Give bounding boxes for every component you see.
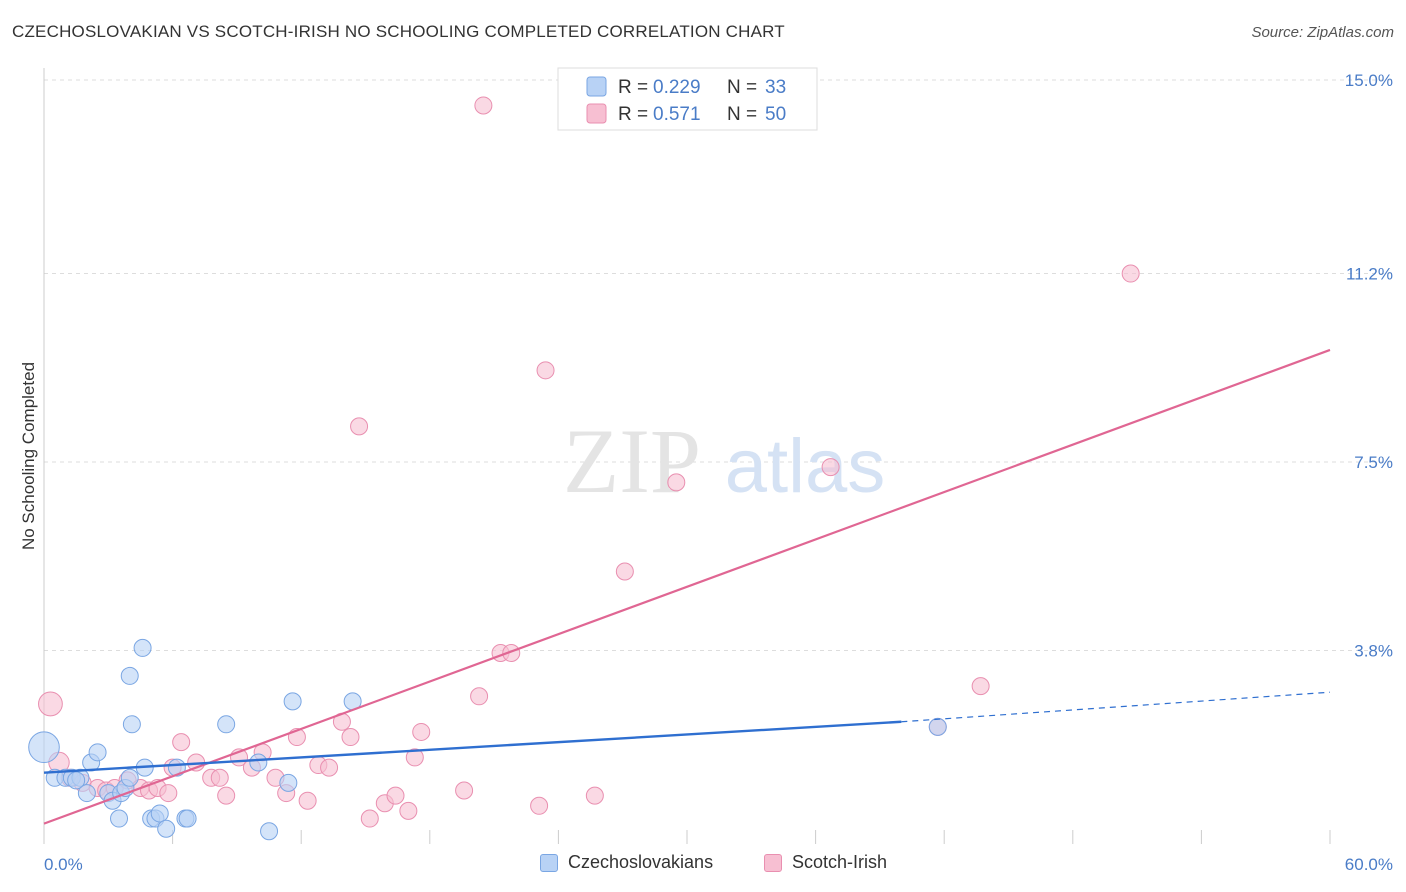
czechoslovakian-point: [260, 822, 279, 841]
y-tick-label: 3.8%: [1354, 641, 1393, 660]
czechoslovakian-point: [110, 809, 129, 828]
legend-label-czechoslovakians: Czechoslovakians: [568, 852, 714, 872]
legend-r-label: R =: [618, 77, 648, 98]
czechoslovakian-trend-extension: [901, 691, 1331, 723]
watermark-zip: ZIP: [563, 410, 701, 512]
y-axis-label: No Schooling Completed: [19, 362, 38, 550]
scotch-irish-point: [1121, 264, 1140, 283]
scotch-irish-point: [386, 786, 405, 805]
scotch-irish-point: [298, 791, 317, 810]
legend-n-label: N =: [727, 77, 757, 98]
czechoslovakian-point: [928, 717, 947, 736]
scotch-irish-point: [455, 781, 474, 800]
scotch-irish-point: [210, 768, 229, 787]
correlation-legend: R = 0.229 N = 33 R = 0.571 N = 50: [557, 67, 818, 131]
legend-swatch: [586, 103, 607, 124]
czechoslovakian-point: [249, 753, 268, 772]
legend-r-value: 0.229: [653, 77, 701, 98]
legend-item-scotch-irish[interactable]: Scotch-Irish: [764, 852, 887, 873]
y-tick-label: 15.0%: [1345, 71, 1393, 90]
scotch-irish-point: [971, 677, 990, 696]
legend-item-czechoslovakians[interactable]: Czechoslovakians: [540, 852, 713, 873]
scotch-irish-point: [360, 809, 379, 828]
x-tick-label: 0.0%: [44, 855, 83, 874]
axes: [43, 68, 1331, 844]
scotch-irish-point: [585, 786, 604, 805]
y-tick-label: 11.2%: [1346, 265, 1393, 284]
scotch-irish-point: [159, 784, 178, 803]
watermark-atlas: atlas: [725, 424, 886, 509]
czechoslovakian-point: [133, 638, 152, 657]
legend-swatch-pink: [764, 853, 782, 872]
y-tick-labels: 3.8% 7.5% 11.2% 15.0%: [1345, 71, 1393, 660]
czechoslovakian-point: [150, 804, 169, 823]
scotch-irish-point: [502, 644, 521, 662]
legend-r-label: R =: [618, 104, 648, 125]
scotch-irish-point: [412, 722, 431, 741]
czechoslovakian-point: [67, 771, 86, 790]
czechoslovakian-point: [217, 715, 236, 734]
watermark: ZIP atlas: [563, 410, 885, 512]
legend-n-label: N =: [727, 104, 757, 125]
czechoslovakian-point: [77, 784, 96, 803]
x-tick-label: 60.0%: [1345, 855, 1393, 874]
scotch-irish-point: [530, 796, 549, 815]
scotch-irish-point: [350, 417, 369, 436]
legend-r-value: 0.571: [653, 104, 701, 125]
czechoslovakian-point: [178, 809, 197, 828]
scotch-irish-point: [474, 96, 493, 115]
scotch-irish-point: [536, 361, 555, 380]
czechoslovakian-point: [120, 768, 139, 787]
legend-n-value: 33: [765, 77, 786, 98]
scotch-irish-point: [217, 786, 236, 805]
scotch-irish-point: [320, 758, 339, 777]
gridlines: [44, 79, 1392, 651]
source-label: Source: ZipAtlas.com: [1251, 24, 1394, 41]
y-tick-label: 7.5%: [1354, 453, 1393, 472]
scotch-irish-point: [341, 728, 360, 747]
scotch-irish-point: [470, 687, 489, 706]
czechoslovakian-point: [120, 666, 139, 685]
czechoslovakian-point: [88, 743, 107, 762]
legend-n-value: 50: [765, 104, 786, 125]
czechoslovakian-point: [122, 715, 141, 734]
scotch-irish-point: [399, 801, 418, 820]
czechoslovakian-trend-line: [43, 720, 902, 774]
scotch-irish-point: [38, 691, 63, 717]
trend-lines: [43, 348, 1331, 825]
x-tick-labels: 0.0% 60.0%: [44, 855, 1393, 874]
legend-swatch-blue: [540, 853, 558, 872]
legend-swatch: [586, 76, 607, 97]
scotch-irish-point: [172, 733, 191, 752]
czechoslovakian-point: [283, 692, 302, 711]
scotch-irish-point: [667, 473, 686, 492]
czechoslovakian-point: [28, 731, 60, 764]
czechoslovakian-points: [28, 638, 947, 841]
series-legend: Czechoslovakians Scotch-Irish: [0, 852, 1406, 878]
scotch-irish-point: [615, 562, 634, 581]
scotch-irish-point: [405, 748, 424, 767]
chart-title: CZECHOSLOVAKIAN VS SCOTCH-IRISH NO SCHOO…: [12, 22, 785, 41]
legend-label-scotch-irish: Scotch-Irish: [792, 852, 888, 872]
czechoslovakian-point: [279, 773, 298, 792]
czechoslovakian-point: [157, 819, 176, 838]
scotch-irish-trend-line: [43, 348, 1331, 825]
scotch-irish-point: [821, 458, 840, 477]
